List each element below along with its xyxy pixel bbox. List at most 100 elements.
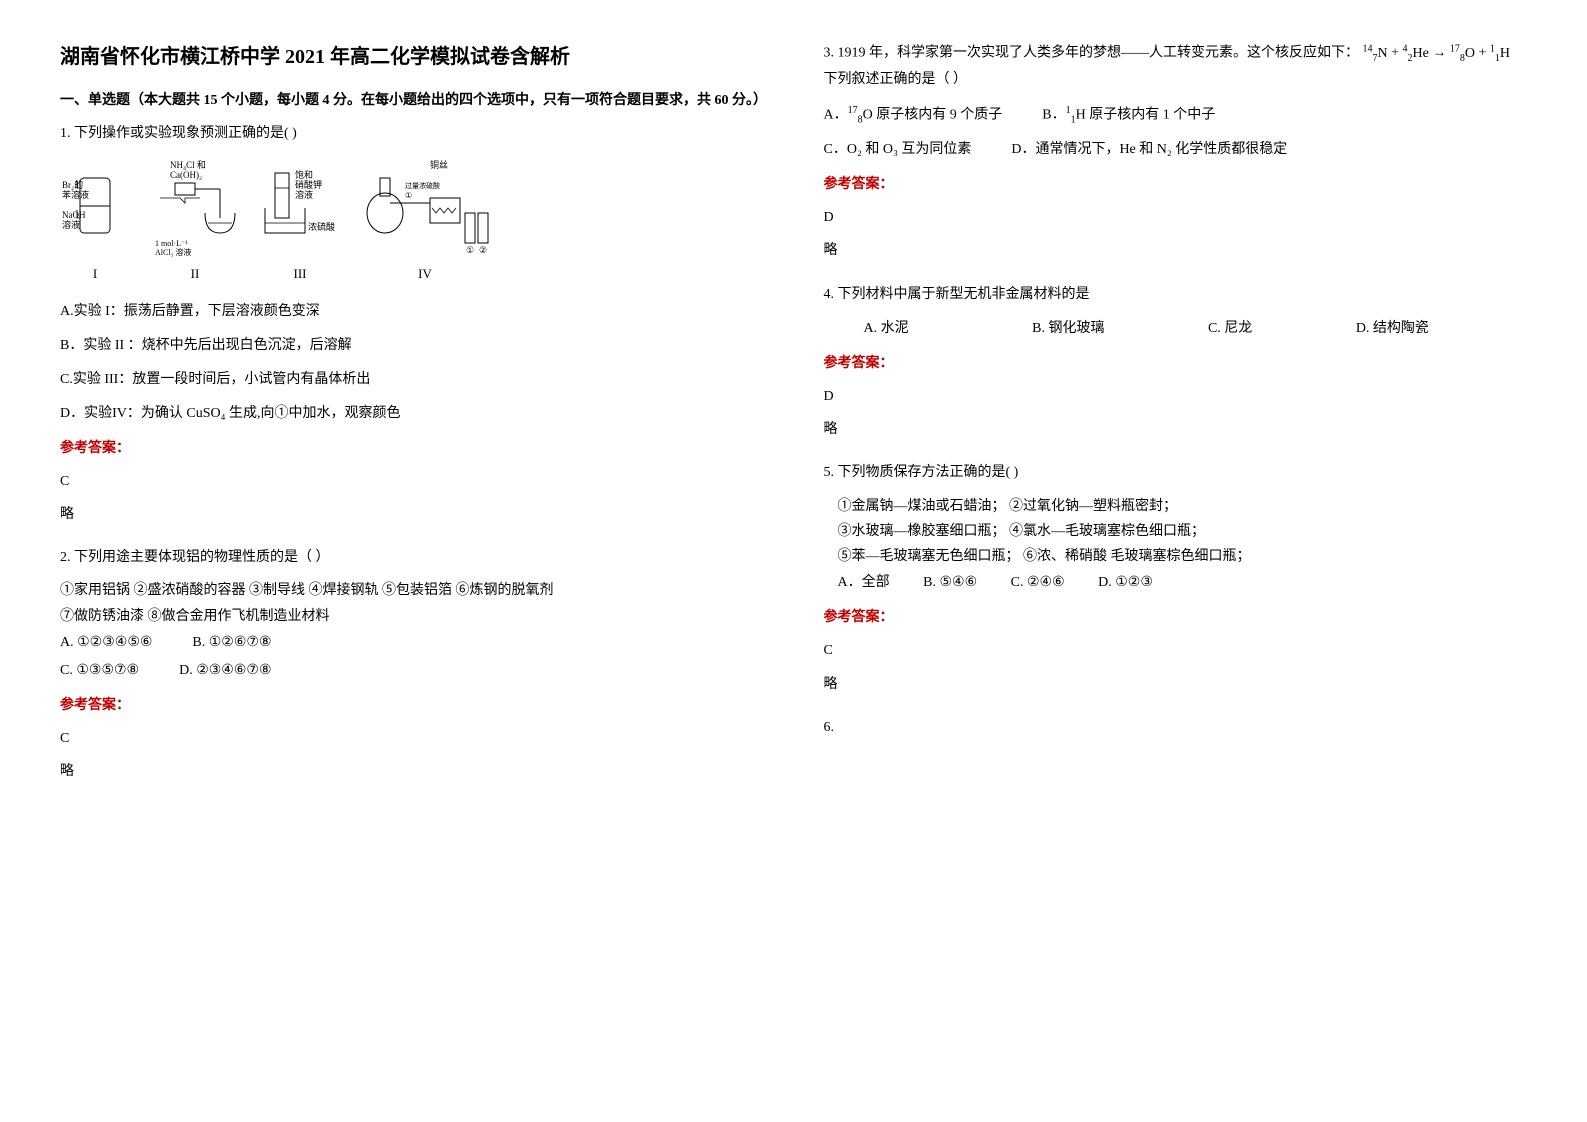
q2-body: 下列用途主要体现铝的物理性质的是（ ） bbox=[74, 550, 330, 565]
q1-num: 1. bbox=[60, 126, 71, 141]
q4-num: 4. bbox=[824, 287, 835, 302]
q3-formula-O: 178O bbox=[1450, 46, 1475, 61]
diagram-I-label: I bbox=[60, 262, 130, 285]
q4-answer-label: 参考答案： bbox=[824, 351, 1528, 376]
svg-text:浓硫酸: 浓硫酸 bbox=[308, 221, 335, 232]
q3-note: 略 bbox=[824, 238, 1528, 263]
q5-optC: C. ②④⑥ bbox=[1011, 575, 1065, 590]
svg-text:苯溶液: 苯溶液 bbox=[62, 189, 89, 200]
q5-num: 5. bbox=[824, 465, 835, 480]
q5-line2: ③水玻璃—橡胶塞细口瓶； ④氯水—毛玻璃塞棕色细口瓶； bbox=[838, 519, 1528, 544]
q2-options: A. ①②③④⑤⑥ B. ①②⑥⑦⑧ C. ①③⑤⑦⑧ D. ②③④⑥⑦⑧ bbox=[60, 629, 764, 685]
q5-optA: A．全部 bbox=[838, 575, 890, 590]
q5-optB: B. ⑤④⑥ bbox=[923, 575, 977, 590]
q1-optD: D．实验IV：为确认 CuSO₄ 生成,向①中加水，观察颜色 bbox=[60, 400, 764, 428]
q3-num: 3. bbox=[824, 46, 835, 61]
q5-answer-label: 参考答案： bbox=[824, 605, 1528, 630]
svg-text:硝酸钾: 硝酸钾 bbox=[295, 179, 322, 190]
q2-optA: A. ①②③④⑤⑥ bbox=[60, 629, 152, 657]
q5-answer: C bbox=[824, 638, 1528, 663]
page-container: 湖南省怀化市横江桥中学 2021 年高二化学模拟试卷含解析 一、单选题（本大题共… bbox=[60, 40, 1527, 802]
svg-text:②: ② bbox=[479, 245, 487, 255]
q2-line1: ①家用铝锅 ②盛浓硝酸的容器 ③制导线 ④焊接钢轨 ⑤包装铝箔 ⑥炼钢的脱氧剂 bbox=[60, 578, 764, 603]
q2-num: 2. bbox=[60, 550, 71, 565]
diagram-II: NH₄Cl 和 Ca(OH)₂ 1 mol·L⁻¹ AlCl₃ 溶液 II bbox=[150, 158, 240, 285]
flask-II-svg: NH₄Cl 和 Ca(OH)₂ 1 mol·L⁻¹ AlCl₃ 溶液 bbox=[150, 158, 240, 258]
svg-text:NaOH: NaOH bbox=[62, 210, 86, 220]
q3-optD: D．通常情况下，He 和 N₂ 化学性质都很稳定 bbox=[1011, 136, 1287, 164]
flask-III-svg: 饱和 硝酸钾 溶液 浓硫酸 bbox=[260, 158, 340, 258]
flask-IV-svg: 铜丝 ① 过量浓硫酸 ① ② bbox=[360, 158, 490, 258]
q1-answer-label: 参考答案： bbox=[60, 436, 764, 461]
q3-optA: A．178O 原子核内有 9 个质子 bbox=[824, 101, 1003, 130]
question-2: 2. 下列用途主要体现铝的物理性质的是（ ） ①家用铝锅 ②盛浓硝酸的容器 ③制… bbox=[60, 545, 764, 784]
question-1: 1. 下列操作或实验现象预测正确的是( ) Br₂的 苯溶液 NaOH 溶液 bbox=[60, 121, 764, 527]
q3-formula-H: 11H bbox=[1490, 46, 1510, 61]
q3-formula-He: 42He bbox=[1403, 46, 1429, 61]
q3-answer-label: 参考答案： bbox=[824, 172, 1528, 197]
question-3: 3. 1919 年，科学家第一次实现了人类多年的梦想——人工转变元素。这个核反应… bbox=[824, 40, 1528, 264]
svg-text:①: ① bbox=[466, 245, 474, 255]
q5-note: 略 bbox=[824, 672, 1528, 697]
q5-text: 5. 下列物质保存方法正确的是( ) bbox=[824, 460, 1528, 485]
q1-body: 下列操作或实验现象预测正确的是( ) bbox=[74, 126, 297, 141]
q3-answer: D bbox=[824, 205, 1528, 230]
q1-optC: C.实验 III：放置一段时间后，小试管内有晶体析出 bbox=[60, 366, 764, 394]
q1-diagram: Br₂的 苯溶液 NaOH 溶液 I NH₄Cl 和 Ca(OH)₂ bbox=[60, 158, 764, 285]
q3-plus2: + bbox=[1478, 46, 1489, 61]
q4-optA: A. 水泥 bbox=[864, 321, 909, 336]
question-6: 6. bbox=[824, 715, 1528, 740]
q5-body: 下列物质保存方法正确的是( ) bbox=[838, 465, 1019, 480]
q3-optB: B．11H 原子核内有 1 个中子 bbox=[1042, 101, 1215, 130]
q3-formula-N: 147N bbox=[1363, 46, 1388, 61]
q5-line3: ⑤苯—毛玻璃塞无色细口瓶； ⑥浓、稀硝酸 毛玻璃塞棕色细口瓶； bbox=[838, 544, 1528, 569]
q5-optD: D. ①②③ bbox=[1098, 575, 1153, 590]
q2-optD: D. ②③④⑥⑦⑧ bbox=[179, 657, 271, 685]
question-4: 4. 下列材料中属于新型无机非金属材料的是 A. 水泥 B. 钢化玻璃 C. 尼… bbox=[824, 282, 1528, 443]
svg-text:①: ① bbox=[405, 191, 412, 200]
q4-note: 略 bbox=[824, 417, 1528, 442]
svg-text:饱和: 饱和 bbox=[295, 169, 313, 180]
section-header: 一、单选题（本大题共 15 个小题，每小题 4 分。在每小题给出的四个选项中，只… bbox=[60, 89, 764, 109]
diagram-IV: 铜丝 ① 过量浓硫酸 ① ② IV bbox=[360, 158, 490, 285]
q2-optB: B. ①②⑥⑦⑧ bbox=[192, 629, 271, 657]
diagram-II-label: II bbox=[150, 262, 240, 285]
q4-options: A. 水泥 B. 钢化玻璃 C. 尼龙 D. 结构陶瓷 bbox=[824, 315, 1528, 343]
q3-body2: 下列叙述正确的是（ ） bbox=[824, 72, 968, 87]
q3-optC: C．O₂ 和 O₃ 互为同位素 bbox=[824, 136, 972, 164]
q4-optC: C. 尼龙 bbox=[1208, 321, 1252, 336]
q3-arrow: → bbox=[1432, 46, 1450, 61]
q4-text: 4. 下列材料中属于新型无机非金属材料的是 bbox=[824, 282, 1528, 307]
q2-optC: C. ①③⑤⑦⑧ bbox=[60, 657, 139, 685]
q5-line1: ①金属钠—煤油或石蜡油； ②过氧化钠—塑料瓶密封； bbox=[838, 494, 1528, 519]
svg-text:Ca(OH)₂: Ca(OH)₂ bbox=[170, 170, 202, 180]
q1-note: 略 bbox=[60, 502, 764, 527]
right-column: 3. 1919 年，科学家第一次实现了人类多年的梦想——人工转变元素。这个核反应… bbox=[824, 40, 1528, 802]
q1-options: A.实验 I：振荡后静置，下层溶液颜色变深 B．实验 II ：烧杯中先后出现白色… bbox=[60, 298, 764, 428]
q4-optB: B. 钢化玻璃 bbox=[1032, 321, 1104, 336]
q5-options: A．全部 B. ⑤④⑥ C. ②④⑥ D. ①②③ bbox=[838, 569, 1528, 597]
q3-body1: 1919 年，科学家第一次实现了人类多年的梦想——人工转变元素。这个核反应如下： bbox=[838, 46, 1360, 61]
q2-text: 2. 下列用途主要体现铝的物理性质的是（ ） bbox=[60, 545, 764, 570]
svg-text:溶液: 溶液 bbox=[295, 189, 313, 200]
q2-line2: ⑦做防锈油漆 ⑧做合金用作飞机制造业材料 bbox=[60, 604, 764, 629]
left-column: 湖南省怀化市横江桥中学 2021 年高二化学模拟试卷含解析 一、单选题（本大题共… bbox=[60, 40, 764, 802]
diagram-III: 饱和 硝酸钾 溶液 浓硫酸 III bbox=[260, 158, 340, 285]
svg-text:过量浓硫酸: 过量浓硫酸 bbox=[405, 181, 440, 190]
q3-text: 3. 1919 年，科学家第一次实现了人类多年的梦想——人工转变元素。这个核反应… bbox=[824, 40, 1528, 93]
q1-text: 1. 下列操作或实验现象预测正确的是( ) bbox=[60, 121, 764, 146]
q2-answer: C bbox=[60, 726, 764, 751]
q2-note: 略 bbox=[60, 759, 764, 784]
diagram-I: Br₂的 苯溶液 NaOH 溶液 I bbox=[60, 168, 130, 285]
exam-title: 湖南省怀化市横江桥中学 2021 年高二化学模拟试卷含解析 bbox=[60, 40, 764, 69]
svg-text:铜丝: 铜丝 bbox=[430, 159, 448, 170]
svg-text:1 mol·L⁻¹: 1 mol·L⁻¹ bbox=[155, 239, 188, 248]
q2-answer-label: 参考答案： bbox=[60, 693, 764, 718]
q1-optA: A.实验 I：振荡后静置，下层溶液颜色变深 bbox=[60, 298, 764, 326]
q4-answer: D bbox=[824, 384, 1528, 409]
svg-text:NH₄Cl 和: NH₄Cl 和 bbox=[170, 160, 206, 170]
q1-answer: C bbox=[60, 469, 764, 494]
diagram-III-label: III bbox=[260, 262, 340, 285]
q3-options: A．178O 原子核内有 9 个质子 B．11H 原子核内有 1 个中子 C．O… bbox=[824, 101, 1528, 164]
svg-text:溶液: 溶液 bbox=[62, 219, 80, 230]
